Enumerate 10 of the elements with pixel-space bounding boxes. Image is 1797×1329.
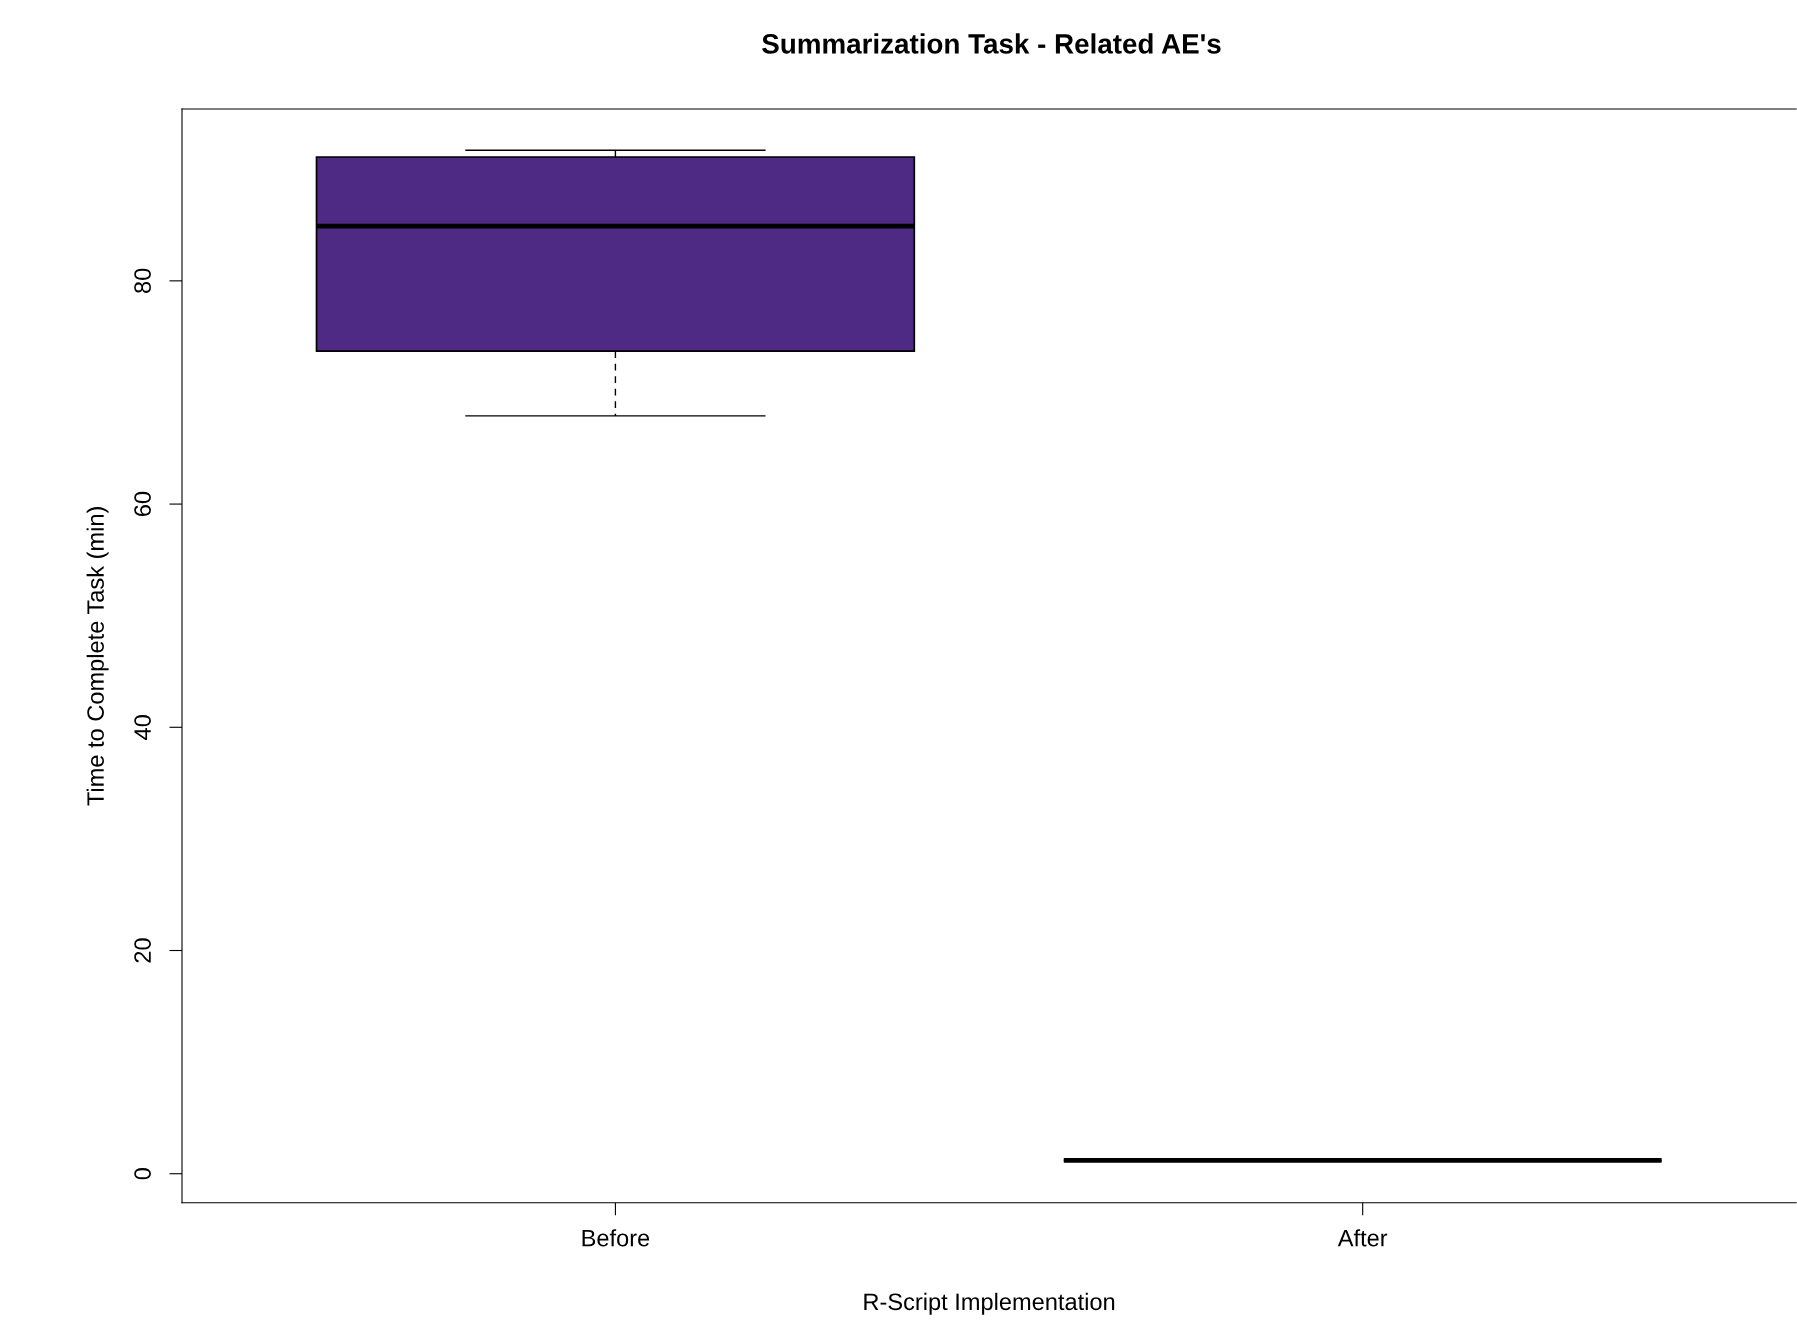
y-tick-label: 20 bbox=[134, 938, 151, 963]
y-axis-title: Time to Complete Task (min) bbox=[86, 507, 109, 806]
y-tick-label: 60 bbox=[134, 491, 151, 516]
y-tick-label: 0 bbox=[134, 1168, 151, 1180]
x-tick-label: After bbox=[1337, 1229, 1388, 1247]
x-axis-title: R-Script Implementation bbox=[864, 1292, 1115, 1315]
x-tick-label: Before bbox=[582, 1229, 650, 1247]
y-tick-label: 80 bbox=[134, 268, 151, 293]
chart-title: Summarization Task - Related AE's bbox=[762, 33, 1221, 54]
y-tick-label: 40 bbox=[134, 715, 151, 740]
